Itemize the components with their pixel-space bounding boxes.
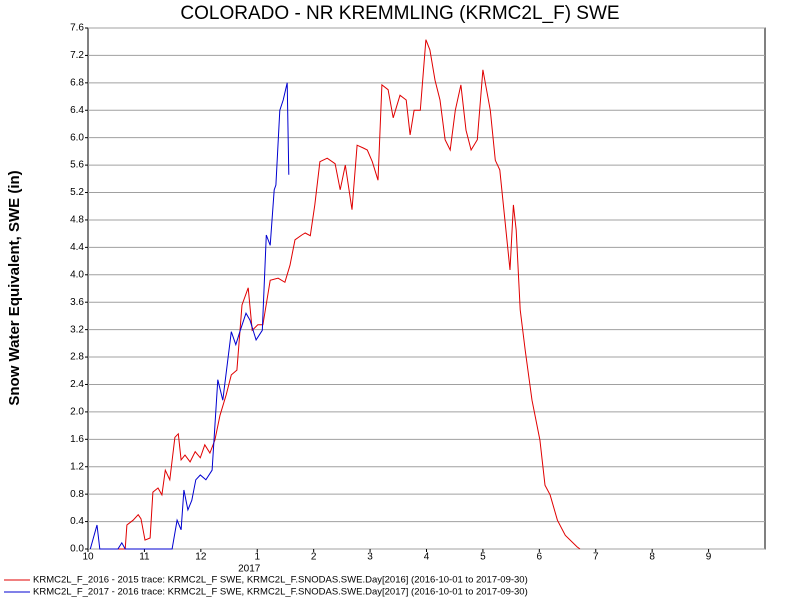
series-line [99, 39, 581, 550]
y-tick-label: 2.4 [70, 379, 84, 390]
x-tick-label: 2 [311, 552, 317, 563]
y-tick-label: 6.4 [70, 105, 84, 116]
y-tick-label: 0.8 [70, 489, 84, 500]
y-tick-label: 4.0 [70, 269, 84, 280]
y-tick-label: 2.0 [70, 407, 84, 418]
y-tick-label: 0.4 [70, 516, 84, 527]
y-axis-label: Snow Water Equivalent, SWE (in) [6, 170, 23, 405]
y-tick-label: 1.2 [70, 461, 84, 472]
legend-entry: KRMC2L_F_2017 - 2016 trace: KRMC2L_F SWE… [33, 587, 528, 598]
y-tick-label: 5.6 [70, 160, 84, 171]
x-tick-label: 1 [254, 552, 260, 563]
legend-entry: KRMC2L_F_2016 - 2015 trace: KRMC2L_F SWE… [33, 575, 528, 586]
y-tick-label: 4.8 [70, 215, 84, 226]
y-tick-label: 3.6 [70, 297, 84, 308]
x-tick-label: 12 [195, 552, 207, 563]
y-tick-label: 6.8 [70, 77, 84, 88]
y-tick-label: 5.2 [70, 187, 84, 198]
y-tick-label: 0.0 [70, 544, 84, 555]
x-tick-label: 5 [480, 552, 486, 563]
x-tick-label: 3 [367, 552, 373, 563]
y-tick-label: 6.0 [70, 132, 84, 143]
x-tick-label: 7 [593, 552, 599, 563]
chart-title: COLORADO - NR KREMMLING (KRMC2L_F) SWE [180, 3, 619, 24]
series-line [89, 82, 290, 550]
y-tick-label: 4.4 [70, 242, 84, 253]
y-tick-label: 3.2 [70, 324, 84, 335]
y-tick-label: 2.8 [70, 352, 84, 363]
x-tick-label: 6 [537, 552, 543, 563]
y-tick-label: 7.2 [70, 50, 84, 61]
y-tick-label: 1.6 [70, 434, 84, 445]
plot-frame [87, 27, 766, 550]
x-tick-label: 9 [706, 552, 712, 563]
y-tick-label: 7.6 [70, 23, 84, 34]
x-tick-label: 4 [424, 552, 430, 563]
x-tick-label: 8 [649, 552, 655, 563]
x-tick-label: 11 [139, 552, 150, 563]
x-tick-label: 10 [82, 552, 94, 563]
year-label: 2017 [238, 564, 261, 575]
